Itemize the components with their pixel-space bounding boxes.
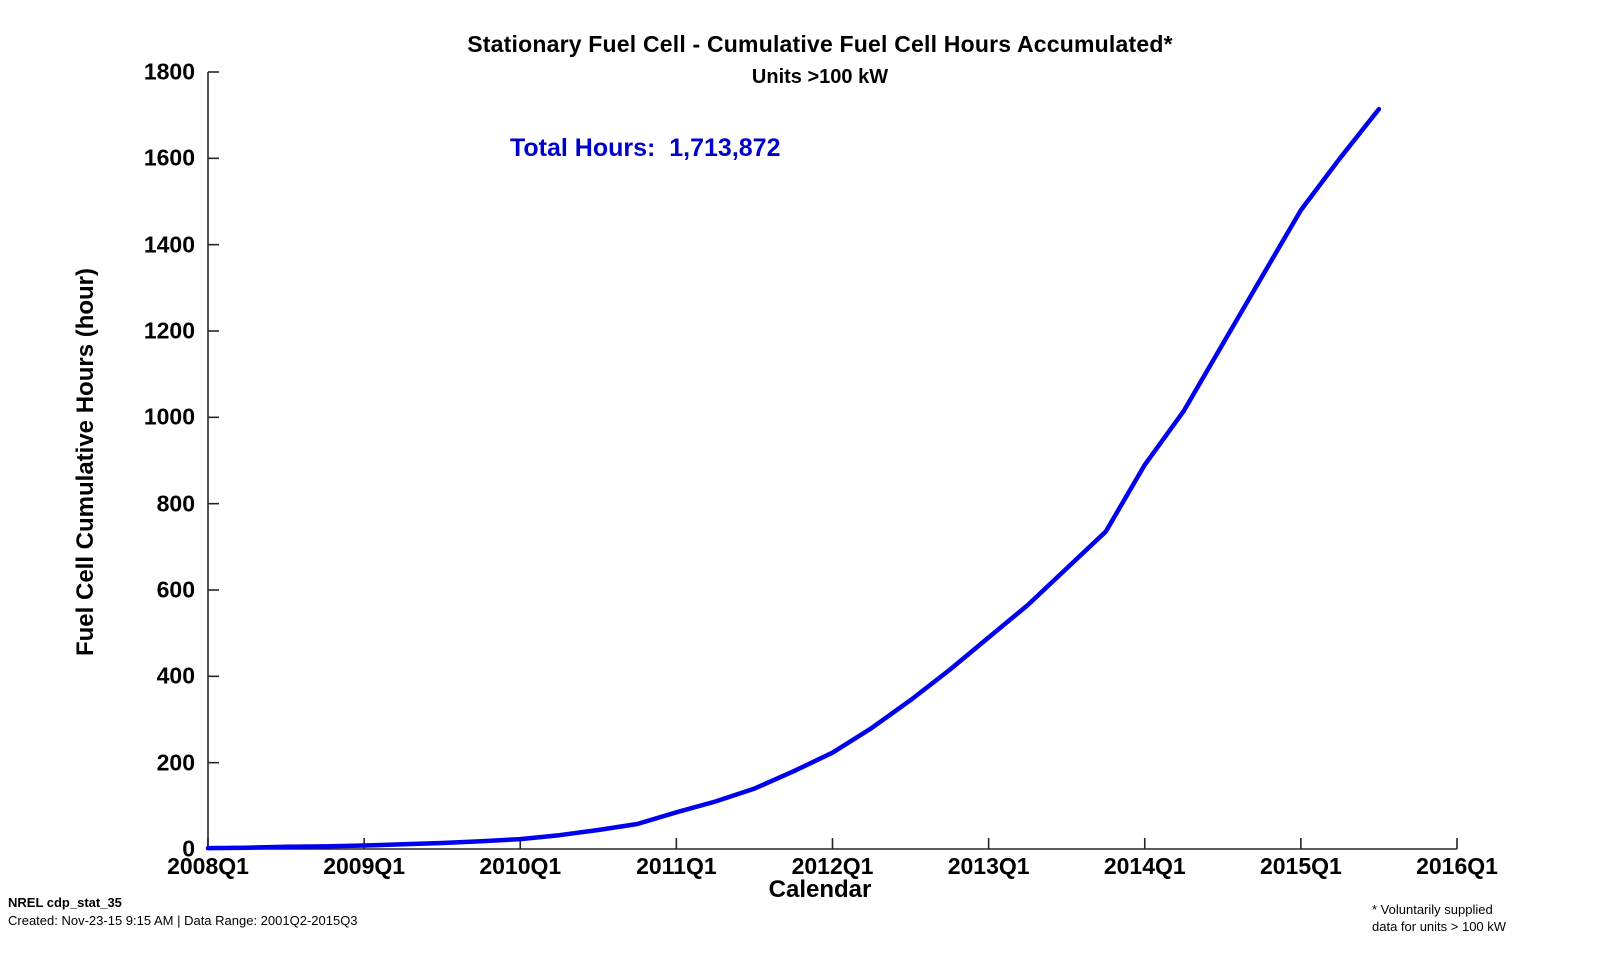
footnote-line-2: data for units > 100 kW [1372,919,1507,934]
footnote-line-1: * Voluntarily supplied [1372,902,1493,917]
x-tick-label: 2008Q1 [167,853,249,879]
x-tick-label: 2014Q1 [1103,853,1186,879]
y-tick-label: 200 [156,749,195,776]
cumulative-hours-line [205,106,1382,851]
x-tick-label: 2010Q1 [479,853,562,879]
chart-subtitle: Units >100 kW [751,66,889,88]
x-tick-label: 2015Q1 [1259,853,1342,879]
chart-title: Stationary Fuel Cell - Cumulative Fuel C… [467,31,1173,57]
x-tick-label: 2011Q1 [636,853,717,879]
x-tick-label: 2012Q1 [791,853,874,879]
total-hours-annotation: Total Hours: 1,713,872 [510,134,781,162]
y-tick-label: 600 [156,576,195,603]
y-tick-label: 1000 [143,403,195,430]
x-tick-label: 2016Q1 [1416,853,1498,879]
y-tick-label: 1600 [143,144,195,171]
footer-created-datarange: Created: Nov-23-15 9:15 AM | Data Range:… [8,913,358,928]
y-tick-label: 400 [156,662,195,689]
x-tick-label: 2009Q1 [323,853,406,879]
x-tick-label: 2013Q1 [947,853,1030,879]
footer-cdp-id: NREL cdp_stat_35 [8,895,122,910]
y-tick-label: 800 [156,490,195,517]
y-tick-label: 0 [182,835,195,862]
y-axis-label: Fuel Cell Cumulative Hours (hour) [72,267,99,657]
y-tick-label: 1400 [143,231,195,258]
y-tick-label: 1200 [143,317,195,344]
x-axis-label: Calendar [768,876,872,903]
voluntary-data-footnote: * Voluntarily supplied data for units > … [1372,901,1506,935]
y-tick-label: 1800 [143,58,195,85]
